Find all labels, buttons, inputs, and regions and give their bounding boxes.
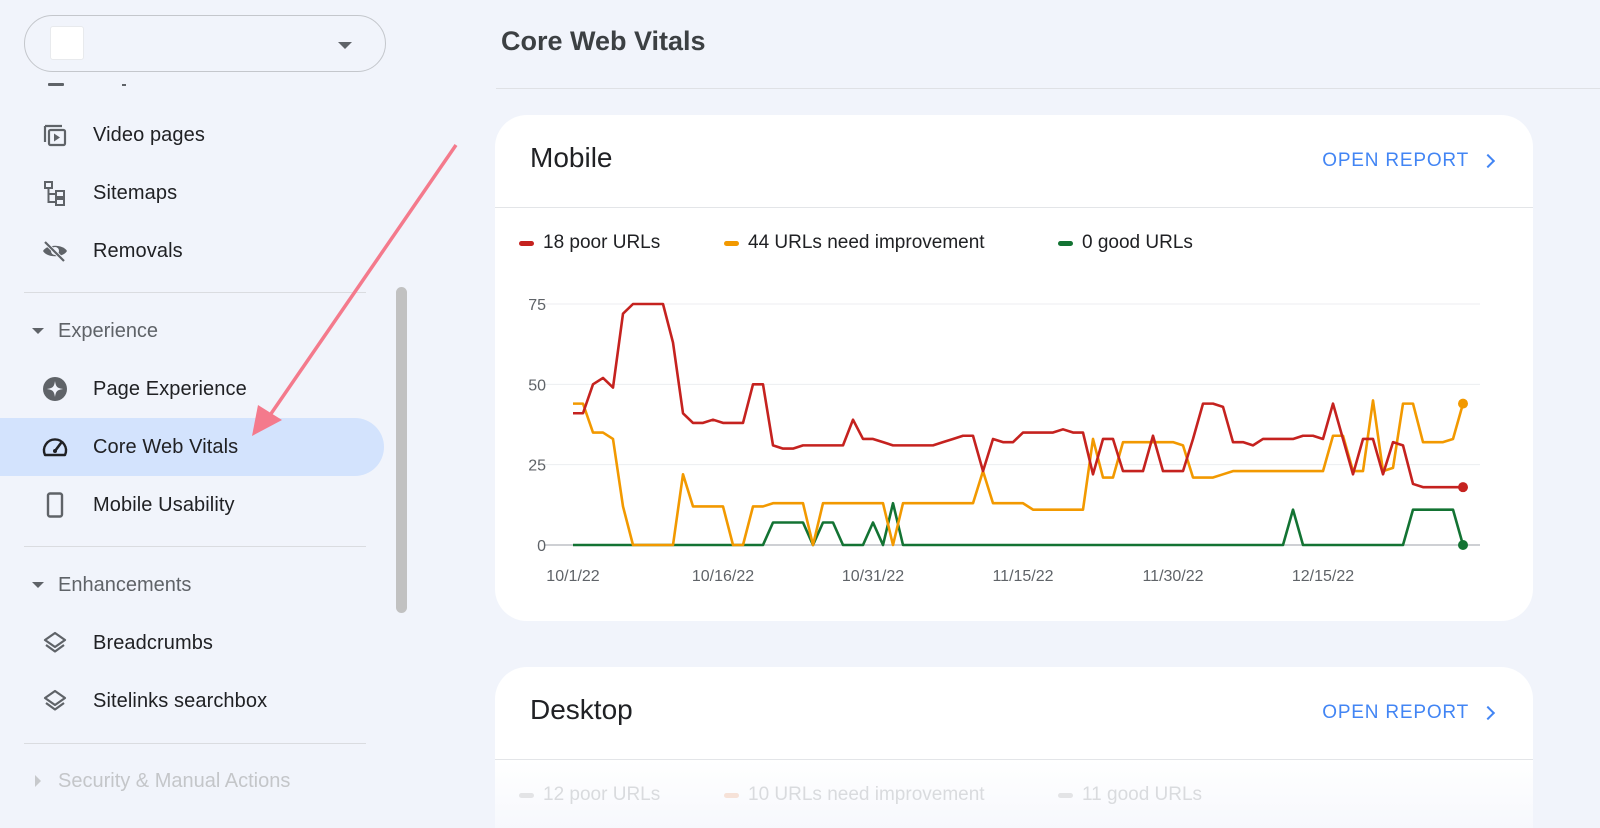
partially-hidden-nav-item-icon bbox=[44, 78, 66, 88]
speedometer-icon bbox=[40, 435, 70, 459]
layers-icon bbox=[40, 689, 70, 713]
sidebar-item-sitemaps[interactable]: Sitemaps bbox=[0, 164, 384, 222]
partially-hidden-nav-item-label bbox=[122, 84, 126, 86]
x-tick-label: 11/30/22 bbox=[1142, 568, 1203, 585]
open-report-link[interactable]: OPEN REPORT bbox=[1322, 150, 1496, 172]
fade-overlay bbox=[495, 760, 1533, 828]
section-label: Security & Manual Actions bbox=[58, 769, 291, 792]
caret-right-icon bbox=[35, 775, 41, 787]
x-tick-label: 10/1/22 bbox=[546, 568, 599, 585]
sparkle-badge-icon bbox=[40, 377, 70, 401]
sidebar-item-breadcrumbs[interactable]: Breadcrumbs bbox=[0, 614, 384, 672]
sitemap-icon bbox=[40, 181, 70, 206]
sidebar: Video pages Sitemaps Removals Experience… bbox=[0, 0, 420, 828]
page-title: Core Web Vitals bbox=[501, 26, 706, 56]
legend-item-good[interactable]: 0 good URLs bbox=[1058, 232, 1193, 254]
section-header-enhancements[interactable]: Enhancements bbox=[0, 565, 384, 605]
sidebar-item-label: Sitemaps bbox=[93, 181, 178, 204]
y-tick-label: 75 bbox=[528, 297, 546, 314]
video-pages-icon bbox=[40, 123, 70, 147]
chevron-down-icon bbox=[338, 42, 352, 49]
sidebar-item-core-web-vitals[interactable]: Core Web Vitals bbox=[0, 418, 384, 476]
section-label: Enhancements bbox=[58, 573, 192, 596]
legend-swatch bbox=[1058, 792, 1073, 798]
property-selector[interactable] bbox=[24, 15, 386, 72]
open-report-label: OPEN REPORT bbox=[1322, 702, 1469, 723]
chart-legend: 12 poor URLs 10 URLs need improvement 11… bbox=[519, 784, 1202, 806]
y-tick-label: 25 bbox=[528, 458, 546, 475]
sidebar-item-page-experience[interactable]: Page Experience bbox=[0, 360, 384, 418]
legend-item-poor[interactable]: 12 poor URLs bbox=[519, 784, 724, 806]
sidebar-item-video-pages[interactable]: Video pages bbox=[0, 106, 384, 164]
sidebar-item-mobile-usability[interactable]: Mobile Usability bbox=[0, 476, 384, 534]
series-line-good[interactable] bbox=[573, 501, 1465, 547]
eye-off-icon bbox=[40, 239, 70, 263]
legend-label: 44 URLs need improvement bbox=[748, 232, 985, 253]
caret-down-icon bbox=[32, 582, 44, 588]
sidebar-item-label: Video pages bbox=[93, 123, 205, 146]
sidebar-item-label: Removals bbox=[93, 239, 183, 262]
desktop-report-card: Desktop OPEN REPORT 12 poor URLs 10 URLs… bbox=[495, 667, 1533, 828]
section-header-experience[interactable]: Experience bbox=[0, 311, 384, 351]
layers-icon bbox=[40, 631, 70, 655]
open-report-label: OPEN REPORT bbox=[1322, 150, 1469, 171]
mobile-cwv-line-chart[interactable]: 0 25 50 75 10/1/22 10/16/22 10/31/22 11/15/22 11… bbox=[495, 285, 1533, 585]
x-tick-label: 12/15/22 bbox=[1292, 568, 1354, 585]
series-end-marker bbox=[1458, 482, 1468, 493]
legend-swatch bbox=[724, 792, 739, 798]
mobile-report-card: Mobile OPEN REPORT 18 poor URLs 44 URLs … bbox=[495, 115, 1533, 621]
open-report-link[interactable]: OPEN REPORT bbox=[1322, 702, 1496, 724]
legend-label: 0 good URLs bbox=[1082, 232, 1193, 253]
sidebar-divider bbox=[24, 546, 366, 547]
sidebar-item-sitelinks-searchbox[interactable]: Sitelinks searchbox bbox=[0, 672, 384, 730]
smartphone-icon bbox=[40, 492, 70, 518]
card-title: Mobile bbox=[530, 142, 613, 173]
sidebar-item-label: Page Experience bbox=[93, 377, 247, 400]
legend-item-need-improvement[interactable]: 44 URLs need improvement bbox=[724, 232, 1058, 254]
chevron-right-icon bbox=[1480, 705, 1496, 721]
x-tick-label: 11/15/22 bbox=[992, 568, 1053, 585]
sidebar-item-removals[interactable]: Removals bbox=[0, 222, 384, 280]
legend-swatch bbox=[519, 240, 534, 246]
legend-item-poor[interactable]: 18 poor URLs bbox=[519, 232, 724, 254]
series-end-marker bbox=[1458, 398, 1468, 409]
sidebar-divider bbox=[24, 743, 366, 744]
card-divider bbox=[495, 759, 1533, 760]
chart-legend: 18 poor URLs 44 URLs need improvement 0 … bbox=[519, 232, 1193, 254]
sidebar-scrollbar[interactable] bbox=[396, 287, 407, 613]
series-line-poor[interactable] bbox=[573, 302, 1463, 489]
legend-item-good[interactable]: 11 good URLs bbox=[1058, 784, 1202, 806]
legend-item-need-improvement[interactable]: 10 URLs need improvement bbox=[724, 784, 1058, 806]
property-favicon bbox=[50, 26, 84, 60]
section-header-security-manual-actions[interactable]: Security & Manual Actions bbox=[0, 761, 384, 801]
legend-swatch bbox=[1058, 240, 1073, 246]
y-tick-label: 50 bbox=[528, 377, 546, 394]
legend-label: 12 poor URLs bbox=[543, 784, 661, 805]
series-end-marker bbox=[1458, 540, 1468, 550]
x-tick-label: 10/16/22 bbox=[692, 568, 754, 585]
sidebar-item-label: Mobile Usability bbox=[93, 493, 235, 516]
sidebar-divider bbox=[24, 292, 366, 293]
legend-label: 10 URLs need improvement bbox=[748, 784, 985, 805]
x-tick-label: 10/31/22 bbox=[842, 568, 904, 585]
y-tick-label: 0 bbox=[537, 538, 546, 555]
legend-swatch bbox=[519, 792, 534, 798]
caret-down-icon bbox=[32, 328, 44, 334]
chevron-right-icon bbox=[1480, 153, 1496, 169]
series-line-need-improvement[interactable] bbox=[573, 399, 1465, 547]
card-divider bbox=[495, 207, 1533, 208]
sidebar-item-label: Core Web Vitals bbox=[93, 435, 239, 458]
legend-label: 11 good URLs bbox=[1082, 784, 1203, 805]
sidebar-item-label: Sitelinks searchbox bbox=[93, 689, 268, 712]
section-label: Experience bbox=[58, 319, 159, 342]
legend-swatch bbox=[724, 240, 739, 246]
card-title: Desktop bbox=[530, 694, 633, 725]
legend-label: 18 poor URLs bbox=[543, 232, 661, 253]
sidebar-item-label: Breadcrumbs bbox=[93, 631, 214, 654]
header-divider bbox=[496, 88, 1600, 89]
